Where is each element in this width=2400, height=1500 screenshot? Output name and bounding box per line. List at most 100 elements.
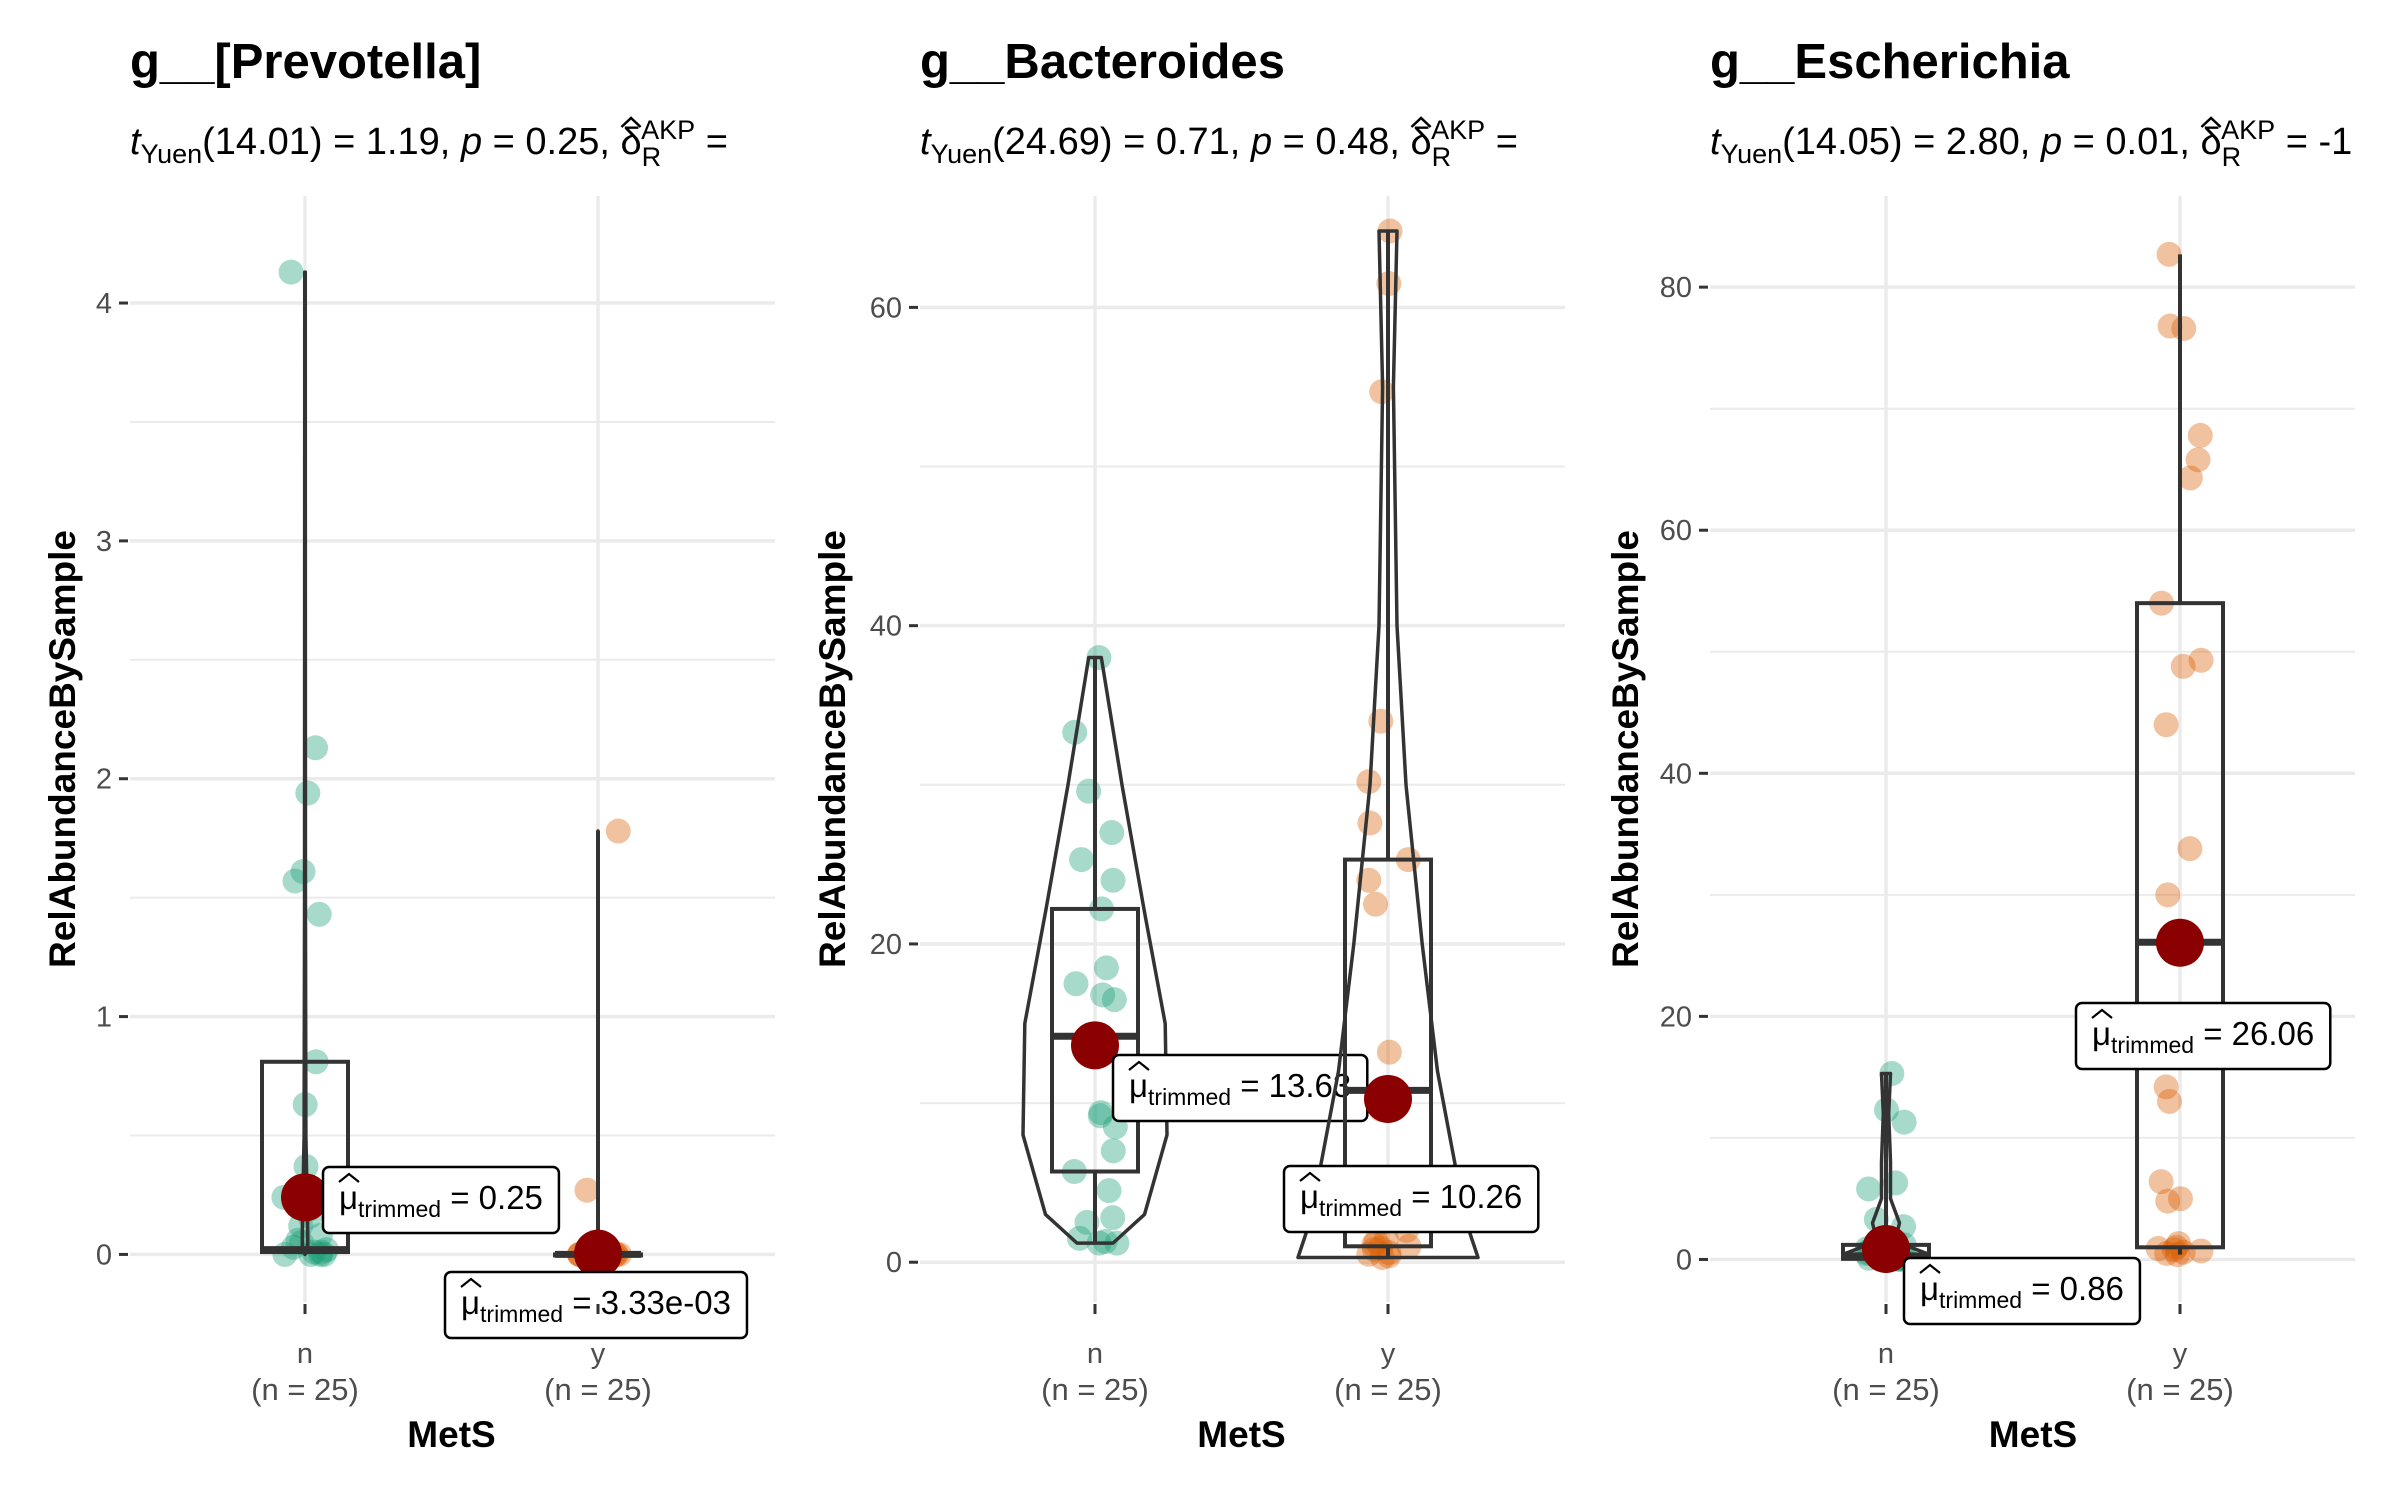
x-tick-label: y: [2173, 1338, 2188, 1370]
x-tick-label: n: [1087, 1338, 1103, 1370]
y-tick-label: 60: [870, 292, 902, 324]
data-point: [1062, 719, 1088, 745]
stat-symbol: t: [1710, 121, 1722, 163]
data-point: [2177, 465, 2203, 491]
stat-value: (24.69) = 0.71,: [992, 121, 1251, 163]
label-box: [443, 1270, 749, 1340]
data-point: [2155, 1188, 2181, 1214]
x-axis-title: MetS: [1197, 1414, 1285, 1455]
mean-value: = 26.06: [2194, 1015, 2314, 1052]
hat-mark: [1128, 1060, 1150, 1071]
mu-symbol: μ: [1129, 1067, 1148, 1104]
mean-value: = 3.33e-03: [563, 1284, 731, 1321]
y-tick-label: 20: [1660, 1001, 1692, 1033]
group-y: μtrimmed = 3.33e-03: [443, 818, 749, 1340]
x-axis-title: MetS: [407, 1414, 495, 1455]
data-point: [2177, 836, 2203, 862]
mean-value: = 13.63: [1231, 1067, 1351, 1104]
group-y: μtrimmed = 26.06: [2074, 241, 2332, 1268]
data-point: [1096, 1178, 1122, 1204]
chart-title: g__Bacteroides: [920, 35, 1285, 89]
hat-mark: [1299, 1171, 1321, 1182]
data-point: [1357, 810, 1383, 836]
trimmed-mean-label-text: μtrimmed = 0.86: [1920, 1270, 2124, 1313]
x-tick-count: (n = 25): [1041, 1372, 1149, 1407]
label-box: [1902, 1256, 2142, 1326]
data-point: [2155, 882, 2181, 908]
mean-value: = 10.26: [1402, 1178, 1522, 1215]
p-symbol: p: [1250, 121, 1272, 163]
data-point: [2156, 241, 2182, 267]
label-box: [321, 1165, 561, 1235]
data-point: [2166, 1231, 2192, 1257]
data-point: [2153, 712, 2179, 738]
stat-symbol: t: [920, 121, 932, 163]
trimmed-mean-label: μtrimmed = 13.63: [1111, 1053, 1369, 1123]
trimmed-mean-point: [574, 1229, 622, 1278]
y-axis-title: RelAbundanceBySample: [42, 530, 83, 968]
data-point: [2148, 1169, 2174, 1195]
x-tick-count: (n = 25): [544, 1372, 652, 1407]
x-tick-label: n: [297, 1338, 313, 1370]
p-value: = 0.01,: [2062, 121, 2200, 163]
data-point: [1100, 867, 1126, 893]
box: [1050, 906, 1140, 1174]
delta-symbol: δ: [620, 121, 641, 163]
trimmed-mean-label: μtrimmed = 0.86: [1902, 1256, 2142, 1326]
delta-hat: [2200, 116, 2222, 128]
data-point: [2156, 1088, 2182, 1114]
data-point: [1104, 1230, 1130, 1256]
data-point: [2171, 315, 2197, 341]
data-point: [1100, 1205, 1126, 1231]
data-point: [1100, 1138, 1126, 1164]
trimmed-mean-label-text: μtrimmed = 13.63: [1129, 1067, 1351, 1110]
delta-subscript: R: [2222, 142, 2242, 172]
trimmed-mean-point: [1071, 1021, 1119, 1070]
data-point: [1076, 778, 1102, 804]
data-point: [1088, 1100, 1114, 1126]
p-value: = 0.25,: [482, 121, 620, 163]
box: [2135, 601, 2225, 1250]
x-tick-label: n: [1878, 1338, 1894, 1370]
mu-subscript: trimmed: [358, 1196, 441, 1222]
delta-subscript: R: [1432, 142, 1452, 172]
y-tick-label: 40: [870, 611, 902, 643]
data-point: [303, 735, 329, 761]
mu-symbol: μ: [1920, 1270, 1939, 1307]
data-point: [2185, 447, 2211, 473]
delta-superscript: AKP: [2221, 115, 2275, 145]
data-point: [2187, 422, 2213, 448]
y-axis-title: RelAbundanceBySample: [1605, 530, 1646, 968]
stat-subscript: Yuen: [141, 139, 203, 169]
effect-size-tail: = -1: [2275, 121, 2352, 163]
mu-subscript: trimmed: [1148, 1084, 1231, 1110]
data-point: [2167, 1186, 2193, 1212]
data-point: [574, 1177, 600, 1203]
label-box: [2074, 1001, 2332, 1071]
y-tick-label: 2: [96, 764, 112, 796]
y-tick-label: 40: [1660, 758, 1692, 790]
data-point: [2188, 1238, 2214, 1264]
stat-symbol: t: [130, 121, 142, 163]
y-tick-label: 1: [96, 1002, 112, 1034]
group-y: μtrimmed = 10.26: [1282, 218, 1540, 1270]
y-tick-label: 60: [1660, 515, 1692, 547]
x-tick-count: (n = 25): [1334, 1372, 1442, 1407]
trimmed-mean-label-text: μtrimmed = 10.26: [1300, 1178, 1522, 1221]
data-point: [1087, 1103, 1113, 1129]
group-n: μtrimmed = 13.63: [1021, 644, 1369, 1256]
chart-subtitle: tYuen(24.69) = 0.71, p = 0.48, δRAKP =: [920, 115, 1518, 172]
delta-hat: [1410, 116, 1432, 128]
mu-symbol: μ: [461, 1284, 480, 1321]
effect-size-tail: =: [1485, 121, 1518, 163]
y-tick-label: 3: [96, 526, 112, 558]
mean-value: = 0.86: [2022, 1270, 2124, 1307]
data-point: [1856, 1176, 1882, 1202]
trimmed-mean-point: [1364, 1074, 1412, 1123]
delta-superscript: AKP: [641, 115, 695, 145]
x-tick-label: y: [1381, 1338, 1396, 1370]
y-tick-label: 80: [1660, 272, 1692, 304]
trimmed-mean-label: μtrimmed = 0.25: [321, 1165, 561, 1235]
trimmed-mean-label-text: μtrimmed = 26.06: [2092, 1015, 2314, 1058]
chart-subtitle: tYuen(14.01) = 1.19, p = 0.25, δRAKP =: [130, 115, 728, 172]
